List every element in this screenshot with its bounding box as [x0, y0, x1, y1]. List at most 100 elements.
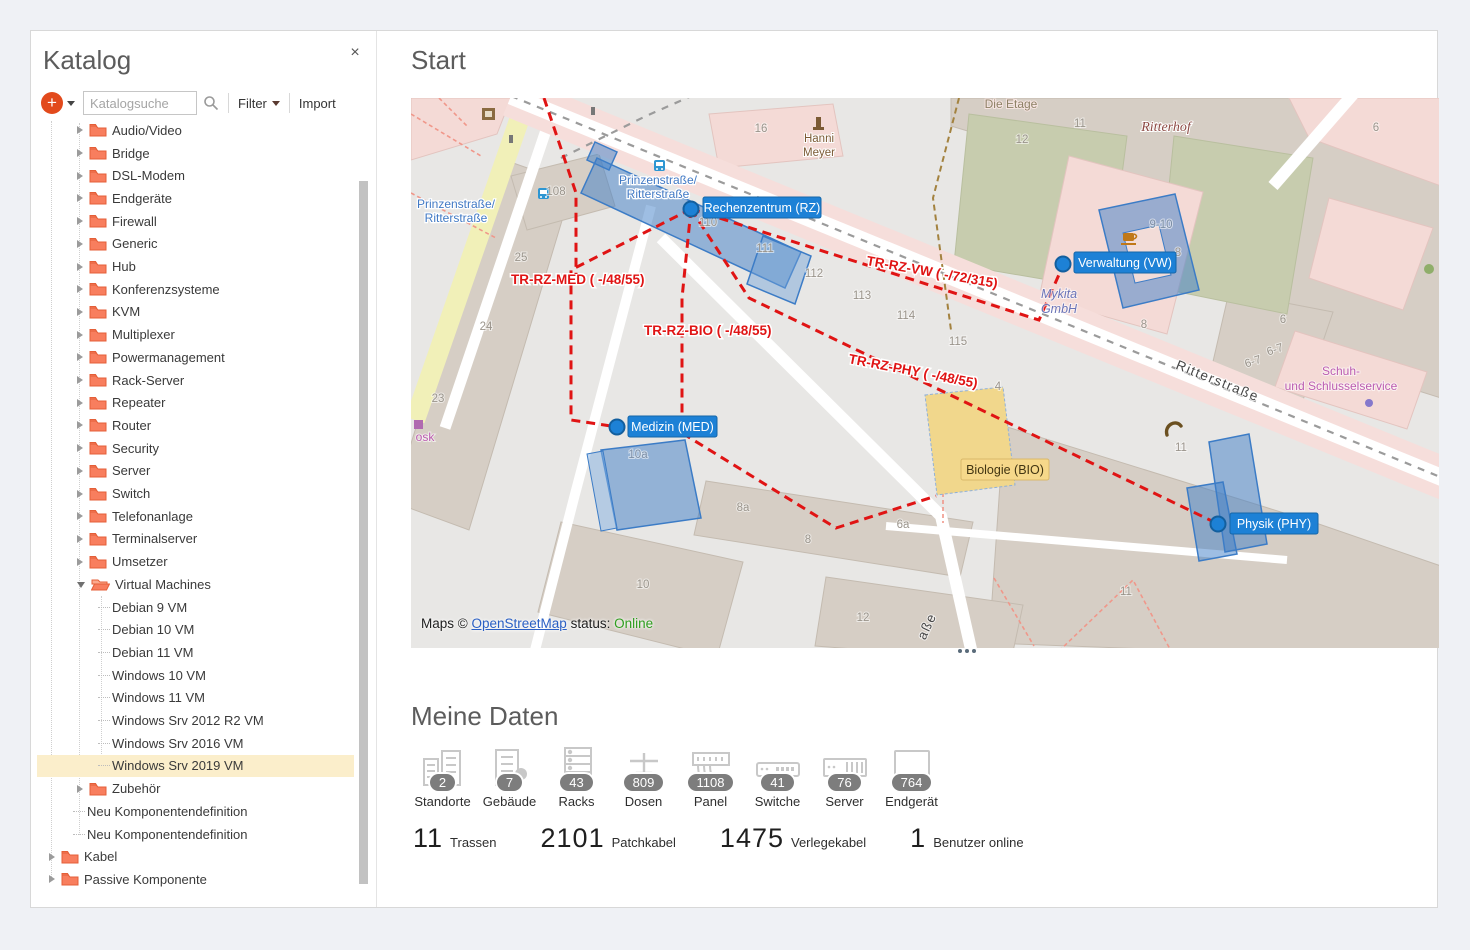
- stat-item-panel[interactable]: 1108 Panel: [677, 745, 744, 809]
- total-label: Patchkabel: [611, 835, 676, 850]
- tree-item-router[interactable]: Router: [37, 414, 354, 437]
- tree-item-windows-srv-2019-vm[interactable]: Windows Srv 2019 VM: [37, 754, 354, 778]
- tree-item-bridge[interactable]: Bridge: [37, 142, 354, 165]
- tree-item-terminalserver[interactable]: Terminalserver: [37, 528, 354, 551]
- street-label: GmbH: [1041, 302, 1078, 316]
- marker-dot-icon[interactable]: [1209, 515, 1227, 533]
- vertical-scrollbar[interactable]: [359, 181, 368, 884]
- cable-route[interactable]: [690, 207, 1063, 322]
- tree-item-server[interactable]: Server: [37, 460, 354, 483]
- stat-item-endger-t[interactable]: 764 Endgerät: [878, 745, 945, 809]
- chevron-collapsed-icon[interactable]: [77, 171, 83, 180]
- tree-item-windows-11-vm[interactable]: Windows 11 VM: [37, 687, 354, 710]
- tree-item-telefonanlage[interactable]: Telefonanlage: [37, 505, 354, 528]
- map-marker-rz[interactable]: Rechenzentrum (RZ): [682, 196, 822, 219]
- tree-item-debian-9-vm[interactable]: Debian 9 VM: [37, 596, 354, 619]
- tree-item-windows-srv-2012-r2-vm[interactable]: Windows Srv 2012 R2 VM: [37, 709, 354, 732]
- tree-item-debian-11-vm[interactable]: Debian 11 VM: [37, 641, 354, 664]
- cable-route[interactable]: [569, 207, 692, 428]
- tree-item-windows-srv-2016-vm[interactable]: Windows Srv 2016 VM: [37, 732, 354, 755]
- stat-item-server[interactable]: 76 Server: [811, 745, 878, 809]
- chevron-collapsed-icon[interactable]: [77, 353, 83, 362]
- chevron-collapsed-icon[interactable]: [77, 126, 83, 135]
- chevron-collapsed-icon[interactable]: [77, 285, 83, 294]
- chevron-collapsed-icon[interactable]: [77, 307, 83, 316]
- marker-dot-icon[interactable]: [682, 200, 700, 218]
- tree-item-dsl-modem[interactable]: DSL-Modem: [37, 164, 354, 187]
- tree-item-rack-server[interactable]: Rack-Server: [37, 369, 354, 392]
- tree-item-audio-video[interactable]: Audio/Video: [37, 119, 354, 142]
- tree-item-multiplexer[interactable]: Multiplexer: [37, 323, 354, 346]
- chevron-collapsed-icon[interactable]: [77, 444, 83, 453]
- chevron-collapsed-icon[interactable]: [77, 557, 83, 566]
- chevron-collapsed-icon[interactable]: [77, 489, 83, 498]
- tree-item-hub[interactable]: Hub: [37, 255, 354, 278]
- close-icon[interactable]: ×: [350, 44, 360, 61]
- openstreetmap-link[interactable]: OpenStreetMap: [471, 616, 567, 631]
- chevron-collapsed-icon[interactable]: [77, 466, 83, 475]
- chevron-collapsed-icon[interactable]: [77, 330, 83, 339]
- tree-item-umsetzer[interactable]: Umsetzer: [37, 550, 354, 573]
- stat-item-racks[interactable]: 43 Racks: [543, 745, 610, 809]
- tree-item-konferenzsysteme[interactable]: Konferenzsysteme: [37, 278, 354, 301]
- tree-item-firewall[interactable]: Firewall: [37, 210, 354, 233]
- tree-item-generic[interactable]: Generic: [37, 233, 354, 256]
- tree-item-label: Konferenzsysteme: [112, 281, 220, 297]
- tree-item-debian-10-vm[interactable]: Debian 10 VM: [37, 618, 354, 641]
- marker-dot-icon[interactable]: [1054, 255, 1072, 273]
- map-marker-med[interactable]: Medizin (MED): [608, 415, 718, 438]
- filter-button[interactable]: Filter: [238, 96, 280, 111]
- add-dropdown-caret-icon[interactable]: [67, 100, 75, 106]
- add-component-button[interactable]: +: [41, 92, 63, 114]
- marker-dot-icon[interactable]: [608, 418, 626, 436]
- cable-route[interactable]: [680, 208, 937, 530]
- chevron-collapsed-icon[interactable]: [77, 398, 83, 407]
- tree-item-kabel[interactable]: Kabel: [37, 845, 354, 868]
- chevron-collapsed-icon[interactable]: [77, 194, 83, 203]
- chevron-collapsed-icon[interactable]: [77, 512, 83, 521]
- search-input[interactable]: [83, 91, 197, 115]
- chevron-collapsed-icon[interactable]: [77, 262, 83, 271]
- catalog-tree: Audio/Video Bridge DSL-Modem Endgeräte Firew…: [31, 119, 376, 894]
- map-marker-vw[interactable]: Verwaltung (VW): [1054, 251, 1177, 274]
- search-icon[interactable]: [203, 95, 219, 111]
- chevron-collapsed-icon[interactable]: [49, 852, 55, 861]
- cable-route[interactable]: [542, 98, 578, 274]
- tree-item-windows-10-vm[interactable]: Windows 10 VM: [37, 664, 354, 687]
- chevron-collapsed-icon[interactable]: [49, 875, 55, 884]
- chevron-collapsed-icon[interactable]: [77, 239, 83, 248]
- tree-item-passive-komponente[interactable]: Passive Komponente: [37, 868, 354, 891]
- tree-item-repeater[interactable]: Repeater: [37, 391, 354, 414]
- tree-item-neu-komponentendefinition[interactable]: Neu Komponentendefinition: [37, 823, 354, 846]
- chevron-collapsed-icon[interactable]: [77, 784, 83, 793]
- chevron-collapsed-icon[interactable]: [77, 217, 83, 226]
- map-marker-phy[interactable]: Physik (PHY): [1209, 512, 1319, 535]
- tree-item-zubeh-r[interactable]: Zubehör: [37, 777, 354, 800]
- map-canvas[interactable]: TR-RZ-MED ( -/48/55) TR-RZ-BIO ( -/48/55)…: [411, 98, 1439, 648]
- folder-icon: [89, 555, 107, 569]
- chevron-collapsed-icon[interactable]: [77, 149, 83, 158]
- cable-route[interactable]: [689, 208, 1215, 524]
- stat-item-dosen[interactable]: 809 Dosen: [610, 745, 677, 809]
- stats-row: 2 Standorte 7 Gebäude 43 Racks 809 Dosen 1108 Pan…: [409, 745, 945, 809]
- chevron-collapsed-icon[interactable]: [77, 534, 83, 543]
- tree-item-powermanagement[interactable]: Powermanagement: [37, 346, 354, 369]
- toolbar-divider: [288, 93, 290, 113]
- attribution-prefix: Maps ©: [421, 616, 468, 631]
- map-resize-handle[interactable]: [958, 649, 976, 653]
- tree-item-neu-komponentendefinition[interactable]: Neu Komponentendefinition: [37, 800, 354, 823]
- tree-item-switch[interactable]: Switch: [37, 482, 354, 505]
- chevron-expanded-icon[interactable]: [77, 582, 85, 589]
- tree-item-kvm[interactable]: KVM: [37, 301, 354, 324]
- import-button[interactable]: Import: [298, 95, 336, 111]
- chevron-collapsed-icon[interactable]: [77, 376, 83, 385]
- tree-item-endger-te[interactable]: Endgeräte: [37, 187, 354, 210]
- chevron-collapsed-icon[interactable]: [77, 421, 83, 430]
- stat-item-geb-ude[interactable]: 7 Gebäude: [476, 745, 543, 809]
- stat-item-switche[interactable]: 41 Switche: [744, 745, 811, 809]
- tree-item-security[interactable]: Security: [37, 437, 354, 460]
- tree-item-virtual-machines[interactable]: Virtual Machines: [37, 573, 354, 596]
- stat-item-standorte[interactable]: 2 Standorte: [409, 745, 476, 809]
- map-marker-bio[interactable]: Biologie (BIO): [960, 458, 1050, 481]
- toolbar-divider: [228, 93, 229, 113]
